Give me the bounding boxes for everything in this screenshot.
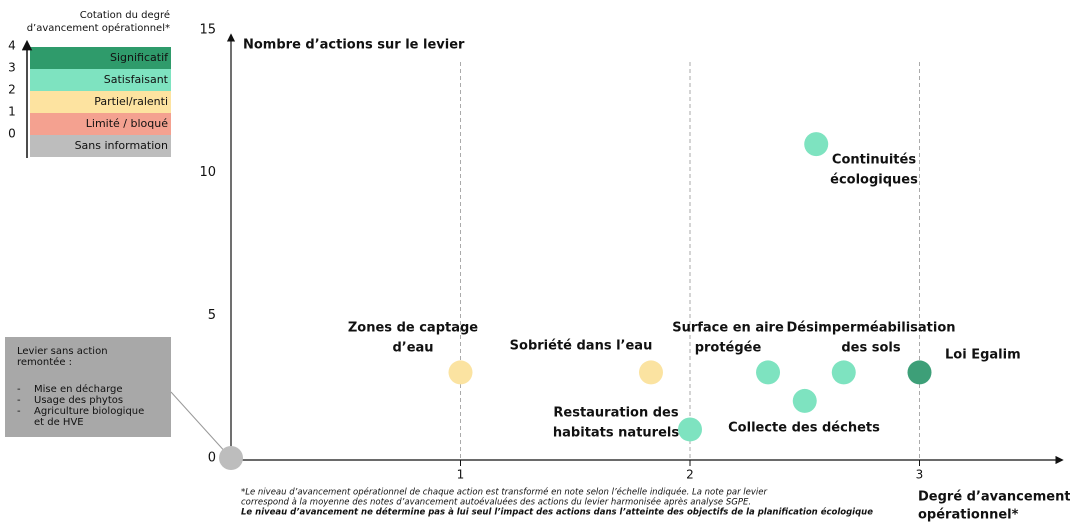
point-label: Restauration des (553, 406, 678, 421)
legend-band-label: Limité / bloqué (86, 117, 168, 130)
footnote: *Le niveau d’avancement opérationnel de … (241, 487, 767, 498)
point-label: Continuités (832, 153, 916, 168)
legend-band (30, 113, 171, 135)
x-axis-label: Degré d’avancement (918, 490, 1070, 505)
point-label: des sols (841, 341, 901, 356)
point-label: Sobriété dans l’eau (510, 339, 653, 354)
y-tick-label: 15 (199, 23, 216, 38)
legend-band-label: Significatif (110, 51, 169, 64)
annotation-connector (170, 391, 229, 456)
point-label: habitats naturels (553, 426, 679, 441)
point-label: protégée (695, 341, 762, 356)
point (792, 388, 817, 413)
point (756, 360, 781, 385)
annotation-bullet: - (17, 384, 21, 395)
point (804, 132, 829, 157)
legend-band (30, 135, 171, 157)
legend-band-label: Partiel/ralenti (94, 95, 168, 108)
annotation-item: Agriculture biologique (34, 406, 144, 417)
annotation-title: Levier sans action (17, 346, 108, 357)
annotation-bullet: - (17, 395, 21, 406)
legend-tick: 2 (8, 83, 16, 97)
legend-tick: 1 (8, 105, 16, 119)
annotation-item: Mise en décharge (34, 383, 123, 395)
point (219, 446, 243, 470)
annotation-item: et de HVE (34, 417, 84, 428)
annotation-bullet: - (17, 406, 21, 417)
legend-title: d’avancement opérationnel* (27, 22, 170, 34)
point (678, 417, 702, 442)
point-label: Loi Egalim (945, 348, 1021, 363)
point-label: Collecte des déchets (728, 421, 880, 436)
point (448, 360, 473, 385)
x-tick-label: 2 (686, 468, 694, 482)
legend-tick: 0 (8, 127, 16, 141)
legend-band-label: Sans information (75, 139, 168, 152)
y-tick-label: 10 (199, 165, 216, 180)
y-axis-label: Nombre d’actions sur le levier (243, 38, 465, 53)
point (638, 360, 663, 385)
legend-band (30, 69, 171, 91)
legend-band-label: Satisfaisant (104, 73, 169, 86)
legend-title: Cotation du degré (80, 9, 170, 21)
legend-tick: 4 (8, 39, 16, 53)
point-label: Surface en aire (672, 321, 784, 336)
point-label: d’eau (392, 341, 433, 356)
point (907, 360, 932, 385)
point-label: Zones de captage (348, 321, 478, 336)
point (831, 360, 856, 385)
legend-tick: 3 (8, 61, 16, 75)
y-tick-label: 5 (208, 308, 216, 323)
legend-band (30, 91, 171, 113)
footnote: Le niveau d’avancement ne détermine pas … (241, 507, 873, 518)
legend-band (30, 47, 171, 69)
annotation-box (5, 337, 171, 437)
point-label: Désimperméabilisation (786, 321, 955, 336)
x-axis-label: opérationnel* (918, 508, 1019, 523)
annotation-item: Usage des phytos (34, 395, 123, 406)
annotation-title: remontée : (17, 356, 72, 368)
x-tick-label: 1 (457, 468, 465, 482)
x-tick-label: 3 (916, 468, 924, 482)
y-tick-label: 0 (208, 451, 216, 466)
point-label: écologiques (830, 173, 918, 188)
footnote: correspond à la moyenne des notes d’avan… (241, 497, 751, 508)
